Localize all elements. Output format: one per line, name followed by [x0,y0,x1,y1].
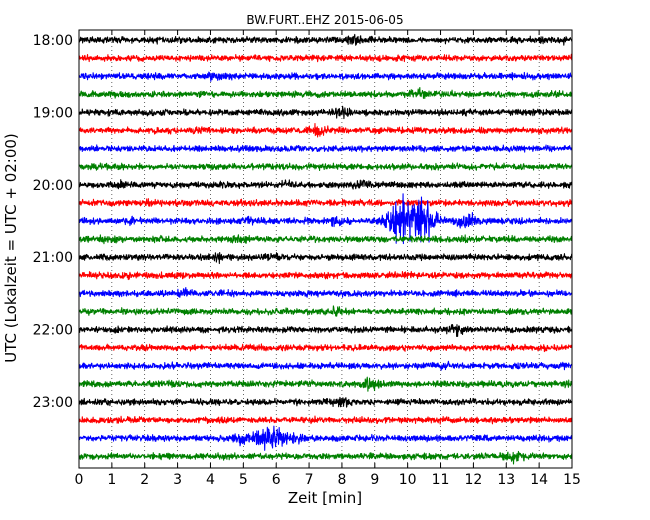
x-tick-label: 8 [337,472,346,488]
trace-2015 [79,198,572,208]
trace-2130 [79,286,572,298]
y-tick-label: 19:00 [33,105,73,121]
x-tick-label: 15 [563,472,581,488]
x-ticks: 0 1 2 3 4 5 6 7 8 9 10 11 12 13 14 15 [75,30,581,488]
trace-1800 [79,33,572,46]
x-tick-label: 4 [206,472,215,488]
trace-2245 [79,376,572,392]
trace-2300 [79,396,572,408]
x-tick-label: 1 [107,472,116,488]
trace-2100 [79,251,572,265]
trace-1830 [79,71,572,82]
x-tick-label: 0 [75,472,84,488]
trace-2330 [79,425,572,451]
trace-2345 [79,450,572,465]
trace-2030 [79,193,572,245]
trace-1845 [79,86,572,99]
x-tick-label: 5 [239,472,248,488]
trace-2230 [79,360,572,371]
trace-2315 [79,415,572,425]
x-tick-label: 10 [399,472,417,488]
x-tick-label: 14 [530,472,548,488]
y-tick-label: 22:00 [33,323,73,339]
x-tick-label: 7 [305,472,314,488]
trace-2045 [79,234,572,245]
trace-1915 [79,122,572,138]
x-tick-label: 9 [370,472,379,488]
x-tick-label: 12 [464,472,482,488]
trace-1945 [79,162,572,171]
trace-1930 [79,144,572,153]
trace-1815 [79,53,572,63]
trace-1900 [79,105,572,120]
chart-title: BW.FURT..EHZ 2015-06-05 [246,13,403,27]
x-tick-label: 3 [173,472,182,488]
trace-2000 [79,179,572,190]
trace-2215 [79,343,572,353]
trace-2200 [79,323,572,337]
y-tick-label: 20:00 [33,178,73,194]
y-tick-label: 18:00 [33,33,73,49]
trace-layer [79,33,572,465]
y-ticks: 18:00 19:00 20:00 21:00 22:00 23:00 [33,33,84,411]
x-tick-label: 6 [272,472,281,488]
trace-2115 [79,270,572,281]
trace-2145 [79,305,572,317]
x-axis-label: Zeit [min] [288,489,362,507]
plot-frame [78,29,573,469]
x-tick-label: 2 [140,472,149,488]
x-tick-label: 13 [497,472,515,488]
y-tick-label: 21:00 [33,250,73,266]
y-tick-label: 23:00 [33,395,73,411]
x-tick-label: 11 [432,472,450,488]
y-axis-label: UTC (Lokalzeit = UTC + 02:00) [2,133,20,363]
